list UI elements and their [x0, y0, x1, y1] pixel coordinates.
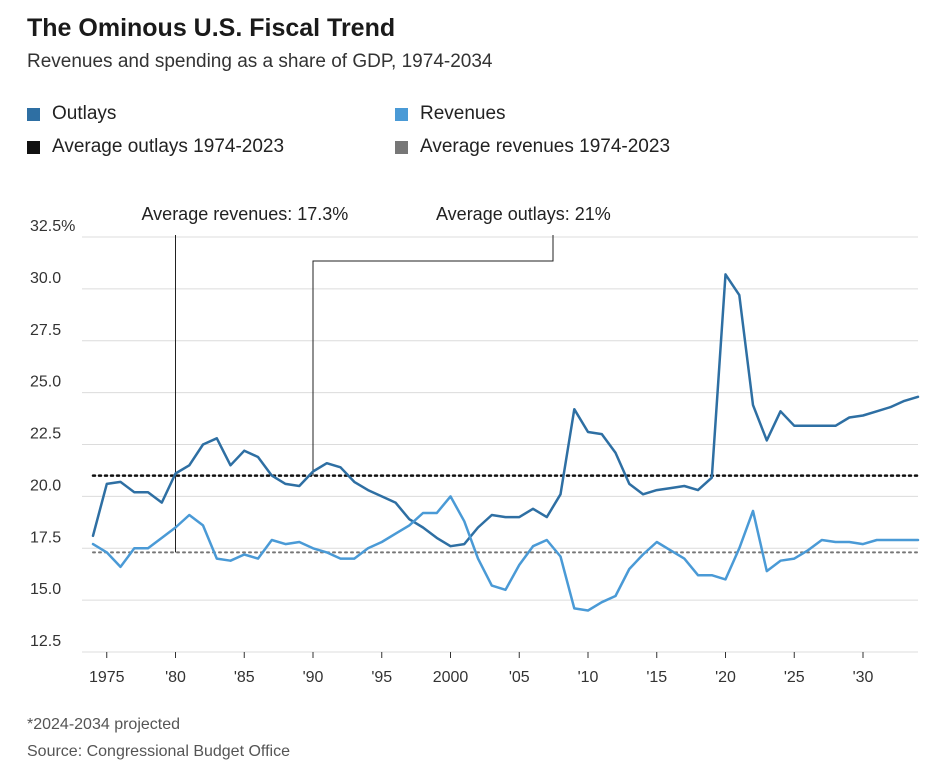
- y-tick-label: 15.0: [30, 581, 61, 598]
- x-tick-label: '30: [853, 669, 874, 686]
- legend-swatch-average-outlays: [27, 140, 40, 154]
- line-chart: 12.5 15.0 17.5 20.0 22.5 25.0 27.5 30.0 32.5% 197…: [30, 204, 920, 686]
- legend-item-outlays: Outlays: [27, 103, 116, 125]
- legend-label-average-outlays: Average outlays 1974-2023: [52, 136, 285, 157]
- legend-swatch-outlays: [27, 107, 40, 121]
- y-tick-label: 32.5%: [30, 218, 75, 235]
- legend-label-revenues: Revenues: [420, 103, 506, 124]
- x-tick-label: '90: [303, 669, 324, 686]
- x-tick-label: 1975: [89, 669, 125, 686]
- legend-item-average-outlays: Average outlays 1974-2023: [27, 136, 284, 158]
- legend-swatch-average-revenues: [395, 140, 408, 154]
- y-tick-label: 30.0: [30, 270, 61, 287]
- x-tick-label: '20: [715, 669, 736, 686]
- source-note: Source: Congressional Budget Office: [27, 743, 290, 760]
- annotation-average-revenues: Average revenues: 17.3%: [142, 204, 349, 224]
- annotation-leader-outlays: [312, 235, 554, 476]
- x-tick-label: '15: [646, 669, 667, 686]
- chart-title: The Ominous U.S. Fiscal Trend: [27, 14, 396, 42]
- y-tick-label: 25.0: [30, 374, 61, 391]
- x-tick-label: '25: [784, 669, 805, 686]
- x-tick-label: '05: [509, 669, 530, 686]
- x-tick-label: '80: [165, 669, 186, 686]
- outlays-line: [91, 273, 920, 548]
- x-tick-label: '10: [578, 669, 599, 686]
- x-tick-label: '85: [234, 669, 255, 686]
- footnote: *2024-2034 projected: [27, 716, 181, 733]
- x-tick-label: 2000: [433, 669, 469, 686]
- legend-item-revenues: Revenues: [395, 103, 506, 125]
- revenues-line: [91, 495, 920, 612]
- legend-item-average-revenues: Average revenues 1974-2023: [395, 136, 670, 158]
- y-tick-label: 27.5: [30, 322, 61, 339]
- y-tick-label: 12.5: [30, 633, 61, 650]
- legend-label-outlays: Outlays: [52, 103, 117, 124]
- chart-subtitle: Revenues and spending as a share of GDP,…: [27, 51, 493, 72]
- legend-swatch-revenues: [395, 107, 408, 121]
- x-tick-label: '95: [371, 669, 392, 686]
- y-tick-label: 17.5: [30, 529, 61, 546]
- y-tick-label: 20.0: [30, 477, 61, 494]
- legend-label-average-revenues: Average revenues 1974-2023: [420, 136, 671, 157]
- y-tick-label: 22.5: [30, 426, 61, 443]
- annotation-average-outlays: Average outlays: 21%: [436, 204, 611, 224]
